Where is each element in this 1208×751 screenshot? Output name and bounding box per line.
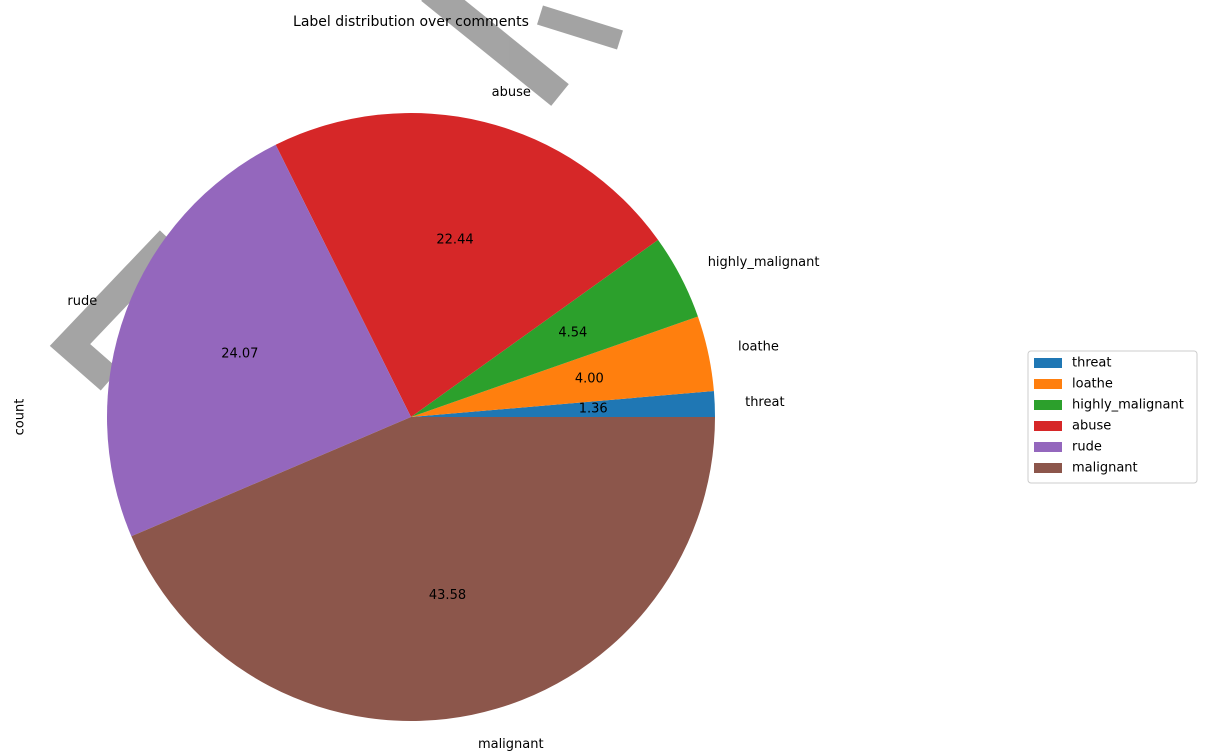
legend-swatch <box>1034 358 1062 368</box>
pie-slice <box>131 417 715 722</box>
slice-label: loathe <box>738 339 779 354</box>
legend-swatch <box>1034 379 1062 389</box>
legend-swatch <box>1034 442 1062 452</box>
chart-title: Label distribution over comments <box>293 14 529 30</box>
pie-slice <box>411 391 715 417</box>
legend-label: malignant <box>1072 461 1138 476</box>
watermark <box>49 0 623 391</box>
slice-value-label: 4.54 <box>558 325 587 340</box>
slice-value-label: 24.07 <box>221 346 258 361</box>
legend-label: abuse <box>1072 419 1111 434</box>
legend-swatch <box>1034 421 1062 431</box>
y-axis-label: count <box>13 399 28 436</box>
legend-label: threat <box>1072 356 1111 371</box>
pie-slice <box>411 239 698 417</box>
pie-slice <box>411 316 714 417</box>
watermark-stroke <box>537 5 623 50</box>
slice-label: malignant <box>478 737 544 751</box>
legend-label: highly_malignant <box>1072 398 1184 413</box>
slice-label: rude <box>67 294 97 309</box>
watermark-stroke <box>421 0 569 106</box>
slice-label: highly_malignant <box>708 255 820 270</box>
slice-value-label: 22.44 <box>436 232 473 247</box>
slice-label: abuse <box>492 85 531 100</box>
slice-value-label: 43.58 <box>429 588 466 603</box>
legend-swatch <box>1034 463 1062 473</box>
legend-label: rude <box>1072 440 1102 455</box>
legend-swatch <box>1034 400 1062 410</box>
legend-box <box>1027 350 1198 484</box>
slice-value-label: 1.36 <box>579 402 608 417</box>
slice-value-label: 4.00 <box>575 371 604 386</box>
watermark-stroke <box>49 230 181 391</box>
pie-slice <box>275 113 659 418</box>
legend-label: loathe <box>1072 377 1113 392</box>
pie-slice <box>106 144 411 537</box>
slice-label: threat <box>745 395 784 410</box>
